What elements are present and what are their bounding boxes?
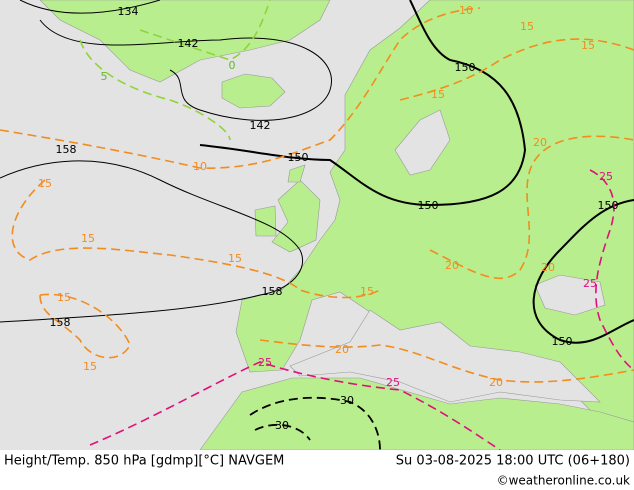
contour-label: 158 bbox=[50, 316, 71, 329]
contour-0 bbox=[139, 0, 271, 61]
contour-10 bbox=[0, 7, 481, 169]
contour-label: 15 bbox=[360, 285, 374, 298]
contour-150-east bbox=[532, 199, 634, 344]
contour-label: 20 bbox=[533, 136, 547, 149]
contour-20-east bbox=[429, 135, 634, 280]
contour-label: 15 bbox=[228, 252, 242, 265]
contour-label: 15 bbox=[57, 291, 71, 304]
contour-label: 15 bbox=[81, 232, 95, 245]
contour-label: 10 bbox=[193, 160, 207, 173]
contour-20 bbox=[259, 339, 634, 383]
greenland bbox=[39, 0, 331, 83]
africa bbox=[199, 377, 634, 451]
contour-label: 30 bbox=[275, 419, 289, 432]
contour-label: 134 bbox=[118, 5, 139, 18]
contour-158 bbox=[0, 160, 304, 323]
contour-label: 158 bbox=[56, 143, 77, 156]
contour-label: 15 bbox=[38, 177, 52, 190]
contour-label: 25 bbox=[258, 356, 272, 369]
contour-30-inner bbox=[254, 423, 311, 441]
scotland-north bbox=[287, 164, 306, 183]
contour-5 bbox=[79, 39, 231, 141]
contour-label: 25 bbox=[583, 277, 597, 290]
contour-label: 150 bbox=[288, 151, 309, 164]
contour-label: 150 bbox=[598, 199, 619, 212]
contour-25 bbox=[89, 361, 501, 451]
contour-15-east bbox=[399, 38, 634, 101]
footer-bar bbox=[0, 450, 634, 490]
baltic bbox=[394, 109, 451, 176]
contour-label: 30 bbox=[340, 394, 354, 407]
ireland bbox=[254, 205, 277, 237]
contour-label: 158 bbox=[262, 285, 283, 298]
contour-label: 150 bbox=[455, 61, 476, 74]
contour-label: 25 bbox=[386, 376, 400, 389]
credit: ©weatheronline.co.uk bbox=[497, 474, 630, 488]
europe bbox=[235, 0, 634, 441]
contour-15-west bbox=[11, 179, 381, 299]
contour-label: 20 bbox=[541, 261, 555, 274]
contour-label: 25 bbox=[599, 170, 613, 183]
contour-label: 20 bbox=[489, 376, 503, 389]
mediterranean bbox=[289, 309, 601, 403]
contour-label: 20 bbox=[445, 259, 459, 272]
map-datetime: Su 03-08-2025 18:00 UTC (06+180) bbox=[396, 454, 630, 469]
contour-25-east bbox=[589, 169, 634, 371]
contour-label: 150 bbox=[418, 199, 439, 212]
contour-label: 15 bbox=[520, 20, 534, 33]
contour-label: 10 bbox=[459, 4, 473, 17]
contour-150 bbox=[199, 0, 527, 207]
contour-label: 142 bbox=[178, 37, 199, 50]
contour-142 bbox=[39, 19, 332, 121]
landmasses bbox=[39, 0, 634, 451]
black-sea bbox=[534, 274, 606, 316]
contour-label: 142 bbox=[250, 119, 271, 132]
contour-134 bbox=[19, 0, 161, 14]
contour-label: 15 bbox=[431, 88, 445, 101]
iceland bbox=[221, 73, 286, 109]
contour-label: 15 bbox=[581, 39, 595, 52]
map-title: Height/Temp. 850 hPa [gdmp][°C] NAVGEM bbox=[4, 454, 284, 469]
contour-30 bbox=[249, 396, 381, 451]
contour-label: 150 bbox=[552, 335, 573, 348]
contour-label: 5 bbox=[101, 70, 108, 83]
contour-label: 20 bbox=[335, 343, 349, 356]
contour-15-sw bbox=[39, 293, 131, 359]
contours bbox=[0, 0, 634, 451]
contour-label: 15 bbox=[83, 360, 97, 373]
contour-label: 0 bbox=[229, 59, 236, 72]
